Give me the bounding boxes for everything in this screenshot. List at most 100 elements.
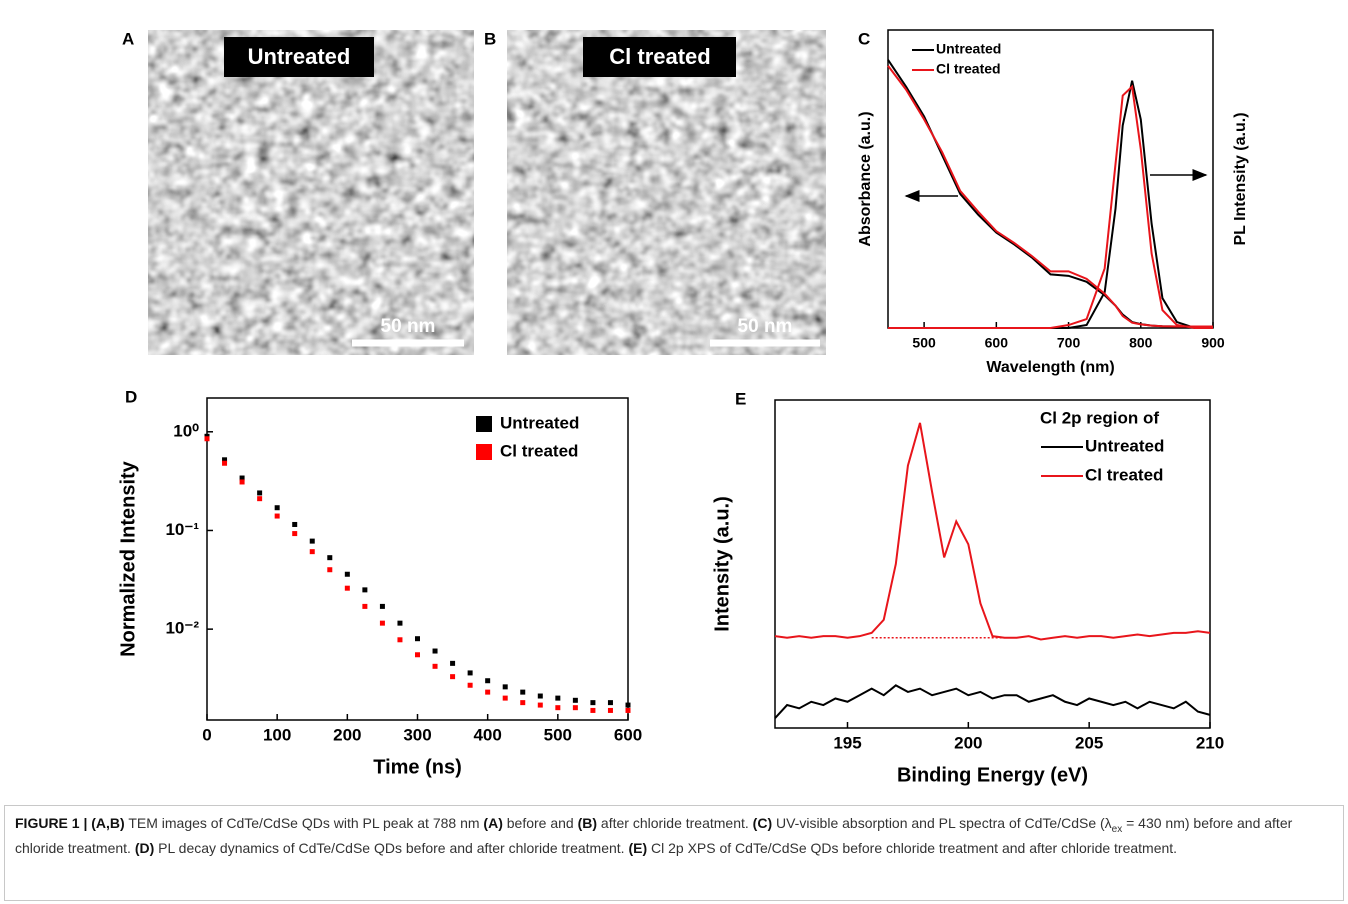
point bbox=[397, 637, 403, 643]
x-tick-label: 600 bbox=[985, 335, 1009, 351]
point bbox=[344, 585, 350, 591]
x-tick-label: 900 bbox=[1201, 335, 1225, 351]
caption-text: λ bbox=[1104, 815, 1112, 831]
legend-label: Untreated bbox=[1085, 436, 1164, 455]
x-tick-label: 100 bbox=[263, 725, 291, 744]
point bbox=[257, 490, 263, 496]
point bbox=[625, 702, 631, 708]
point bbox=[292, 531, 298, 537]
y-axis-label: Intensity (a.u.) bbox=[711, 496, 733, 632]
image-title: Untreated bbox=[248, 44, 351, 69]
panel-label: A bbox=[122, 29, 134, 48]
y-tick-label: 10⁰ bbox=[173, 421, 199, 440]
legend-swatch bbox=[476, 444, 492, 460]
caption-text: FIGURE 1 | (A,B) bbox=[15, 815, 125, 831]
series-line bbox=[774, 422, 1211, 641]
caption-text: PL decay dynamics of CdTe/CdSe QDs befor… bbox=[154, 839, 629, 856]
point bbox=[555, 705, 561, 711]
point bbox=[362, 587, 368, 593]
y-axis-label: Absorbance (a.u.) bbox=[857, 111, 874, 246]
point bbox=[257, 496, 263, 502]
point bbox=[239, 475, 245, 481]
y-axis-label: Normalized Intensity bbox=[117, 460, 139, 656]
caption-text: TEM images of CdTe/CdSe QDs with PL peak… bbox=[124, 815, 484, 831]
panel-label: B bbox=[484, 29, 496, 48]
legend-label: Untreated bbox=[500, 413, 579, 432]
x-tick-label: 195 bbox=[833, 733, 861, 752]
series-line bbox=[887, 59, 1213, 328]
x-tick-label: 600 bbox=[614, 725, 642, 744]
scale-bar-label: 50 nm bbox=[381, 316, 436, 337]
caption-text: (C) bbox=[752, 815, 773, 831]
x-tick-label: 0 bbox=[202, 725, 211, 744]
point bbox=[274, 513, 280, 519]
point bbox=[309, 549, 315, 555]
y2-axis-label: PL Intensity (a.u.) bbox=[1232, 112, 1249, 245]
point bbox=[432, 648, 438, 654]
point bbox=[607, 707, 613, 713]
caption-text: (B) bbox=[577, 815, 598, 831]
point bbox=[274, 505, 280, 511]
caption-text: (D) bbox=[134, 839, 155, 856]
x-tick-label: 200 bbox=[954, 733, 982, 752]
x-axis-label: Binding Energy (eV) bbox=[897, 764, 1088, 786]
x-tick-label: 205 bbox=[1075, 733, 1103, 752]
point bbox=[520, 689, 526, 695]
pl-line bbox=[888, 80, 1213, 329]
point bbox=[572, 697, 578, 703]
legend-label: Cl treated bbox=[500, 441, 578, 460]
point bbox=[379, 603, 385, 609]
point bbox=[607, 700, 613, 706]
caption-text: Cl 2p XPS of CdTe/CdSe QDs before chlori… bbox=[647, 839, 1178, 856]
point bbox=[415, 652, 420, 658]
point bbox=[590, 707, 596, 713]
title-box bbox=[224, 37, 374, 77]
point bbox=[590, 700, 596, 706]
caption-text: after chloride treatment. bbox=[597, 815, 753, 831]
caption-text: (E) bbox=[628, 839, 648, 856]
caption-text: UV-visible absorption and PL spectra of … bbox=[772, 815, 1105, 831]
series-line bbox=[887, 65, 1213, 328]
x-tick-label: 700 bbox=[1057, 335, 1081, 351]
image-title: Cl treated bbox=[609, 44, 710, 69]
caption-text: before and bbox=[502, 815, 578, 831]
point bbox=[625, 707, 631, 713]
point bbox=[485, 689, 491, 695]
point bbox=[415, 636, 420, 642]
caption-text: (A) bbox=[483, 815, 503, 831]
legend-swatch bbox=[476, 416, 492, 432]
x-tick-label: 400 bbox=[473, 725, 501, 744]
point bbox=[450, 660, 456, 666]
point bbox=[327, 555, 333, 561]
scale-bar-label: 50 nm bbox=[738, 316, 793, 337]
point bbox=[344, 571, 350, 577]
point bbox=[467, 682, 473, 688]
x-tick-label: 300 bbox=[403, 725, 431, 744]
panel-label: C bbox=[858, 29, 870, 48]
point bbox=[485, 678, 491, 684]
legend-title: Cl 2p region of bbox=[1040, 408, 1159, 427]
caption-text: ex bbox=[1111, 823, 1123, 835]
title-box bbox=[583, 37, 736, 77]
panel-label: D bbox=[125, 387, 137, 406]
point bbox=[327, 567, 333, 573]
point bbox=[502, 684, 508, 690]
x-tick-label: 500 bbox=[912, 335, 936, 351]
x-tick-label: 800 bbox=[1129, 335, 1153, 351]
x-tick-label: 200 bbox=[333, 725, 361, 744]
tem-image bbox=[148, 30, 474, 355]
point bbox=[309, 538, 315, 544]
point bbox=[520, 700, 526, 706]
point bbox=[555, 695, 561, 701]
point bbox=[397, 620, 403, 626]
point bbox=[502, 695, 508, 701]
point bbox=[537, 702, 543, 708]
point bbox=[222, 460, 228, 466]
y-tick-label: 10⁻¹ bbox=[165, 520, 199, 539]
legend-label: Untreated bbox=[936, 41, 1001, 57]
x-tick-label: 500 bbox=[544, 725, 572, 744]
point bbox=[204, 436, 210, 442]
panel-label: E bbox=[735, 389, 746, 408]
plot-frame bbox=[774, 399, 1211, 729]
